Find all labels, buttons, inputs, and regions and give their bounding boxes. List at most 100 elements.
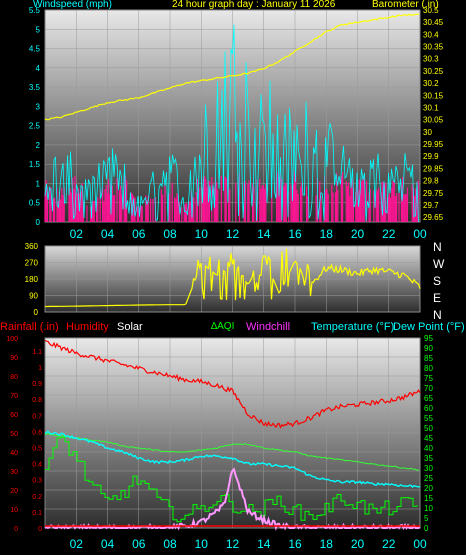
rainfall-tick-label: 0.3: [32, 478, 42, 485]
direction-tick-label: 180: [25, 275, 39, 284]
hour-tick-label: 12: [226, 537, 240, 551]
hour-tick-label: 08: [163, 227, 177, 240]
rainfall-tick-label: 0.4: [32, 462, 42, 469]
barometer-tick-label: 29.95: [423, 140, 444, 149]
temperature-tick-label: 5: [424, 514, 429, 523]
rainfall-tick-label: 0.6: [32, 429, 42, 436]
legend-solar: Solar: [117, 321, 143, 333]
rainfall-tick-label: 0.5: [32, 445, 42, 452]
legend-windchill: Windchill: [246, 321, 291, 333]
humidity-tick-label: 90: [10, 355, 18, 362]
windspeed-tick-label: 5.5: [29, 6, 41, 15]
wind-direction-line: [45, 248, 421, 308]
direction-letter: N: [433, 308, 442, 322]
hour-tick-label: 20: [351, 227, 365, 240]
barometer-tick-label: 30.2: [423, 79, 439, 88]
hour-tick-label: 06: [132, 227, 146, 240]
hour-tick-label: 00: [413, 537, 427, 551]
temperature-tick-label: 0: [424, 524, 429, 533]
aqi-triangle-icon: ∆: [211, 321, 218, 332]
temperature-tick-label: 30: [424, 464, 433, 473]
humidity-tick-label: 20: [10, 488, 18, 495]
humidity-line: [44, 339, 421, 429]
temperature-tick-label: 85: [424, 354, 433, 363]
windspeed-tick-label: 3.5: [29, 83, 41, 92]
barometer-tick-label: 29.7: [423, 201, 439, 210]
direction-letter: S: [433, 274, 442, 288]
temperature-tick-label: 80: [424, 364, 433, 373]
rainfall-tick-label: 1.1: [32, 349, 42, 356]
rainfall-tick-label: 0.2: [32, 494, 42, 501]
legend-rainfall: Rainfall (.in): [0, 321, 59, 333]
hour-tick-label: 00: [413, 227, 427, 240]
direction-tick-label: 0: [34, 308, 39, 317]
hour-tick-label: 18: [320, 537, 334, 551]
temperature-tick-label: 60: [424, 404, 433, 413]
rainfall-tick-label: 0.9: [32, 381, 42, 388]
legend-humidity: Humidity: [66, 321, 109, 333]
hour-tick-label: 10: [195, 227, 209, 240]
temperature-tick-label: 65: [424, 394, 433, 403]
hour-tick-label: 08: [163, 537, 177, 551]
rainfall-tick-label: 0.1: [32, 510, 42, 517]
temperature-line: [44, 430, 421, 488]
hour-tick-label: 16: [288, 227, 302, 240]
chart-title: 24 hour graph day : January 11 2026: [172, 0, 336, 10]
barometer-tick-label: 30.15: [423, 91, 444, 100]
barometer-tick-label: 29.9: [423, 152, 439, 161]
legend-dewpoint: Dew Point (°F): [393, 321, 465, 333]
wind-barometer-chart: 0 0.5 1 1.5 2 2.5 3 3.5 4 4.5 5 5.5 29.65 29.7 29.75 2…: [29, 6, 444, 240]
temperature-tick-label: 15: [424, 494, 433, 503]
legend-aqi-text: AQI: [217, 321, 235, 332]
humidity-tick-label: 10: [10, 507, 18, 514]
windspeed-tick-label: 0.5: [29, 199, 41, 208]
windspeed-tick-label: 4: [36, 64, 41, 73]
temperature-tick-label: 50: [424, 424, 433, 433]
direction-tick-label: 90: [29, 292, 38, 301]
direction-letter: W: [433, 257, 445, 271]
barometer-tick-label: 30: [423, 128, 432, 137]
humidity-tick-label: 100: [6, 336, 18, 343]
windspeed-tick-label: 3: [36, 102, 41, 111]
barometer-tick-label: 29.8: [423, 177, 439, 186]
windspeed-tick-label: 1.5: [29, 160, 41, 169]
temperature-tick-label: 90: [424, 344, 433, 353]
windspeed-tick-label: 0: [36, 218, 41, 227]
humidity-tick-label: 0: [14, 526, 18, 533]
temperature-tick-label: 70: [424, 384, 433, 393]
rainfall-tick-label: 1: [38, 365, 42, 372]
legend-temperature: Temperature (°F): [311, 321, 395, 333]
hour-tick-label: 12: [226, 227, 240, 240]
hour-tick-label: 04: [101, 227, 115, 240]
dewpoint-line: [44, 433, 420, 471]
windspeed-line: [44, 24, 419, 223]
windspeed-tick-label: 4.5: [29, 45, 41, 54]
hour-tick-label: 10: [195, 537, 209, 551]
windspeed-tick-label: 5: [36, 25, 41, 34]
barometer-tick-label: 30.3: [423, 55, 439, 64]
humidity-tick-label: 50: [10, 431, 18, 438]
barometer-tick-label: 30.35: [423, 43, 444, 52]
aqi-line: [45, 436, 418, 523]
rainfall-tick-label: 0.8: [32, 397, 42, 404]
temperature-tick-label: 55: [424, 414, 433, 423]
barometer-tick-label: 29.65: [423, 213, 444, 222]
hour-tick-label: 14: [257, 227, 271, 240]
humidity-tick-label: 30: [10, 469, 18, 476]
hour-tick-label: 02: [70, 537, 84, 551]
temperature-tick-label: 35: [424, 454, 433, 463]
legend-aqi: ∆AQI: [211, 321, 234, 332]
temperature-tick-label: 25: [424, 474, 433, 483]
barometer-tick-label: 30.4: [423, 30, 439, 39]
windspeed-tick-label: 1: [36, 179, 41, 188]
temperature-tick-label: 45: [424, 434, 433, 443]
hour-tick-label: 22: [382, 227, 396, 240]
temperature-tick-label: 40: [424, 444, 433, 453]
barometer-line: [44, 13, 420, 121]
humidity-tick-label: 40: [10, 450, 18, 457]
barometer-tick-label: 30.45: [423, 18, 444, 27]
barometer-tick-label: 30.05: [423, 116, 444, 125]
hour-tick-label: 18: [320, 227, 334, 240]
windspeed-tick-label: 2: [36, 141, 41, 150]
direction-tick-label: 270: [25, 259, 39, 268]
